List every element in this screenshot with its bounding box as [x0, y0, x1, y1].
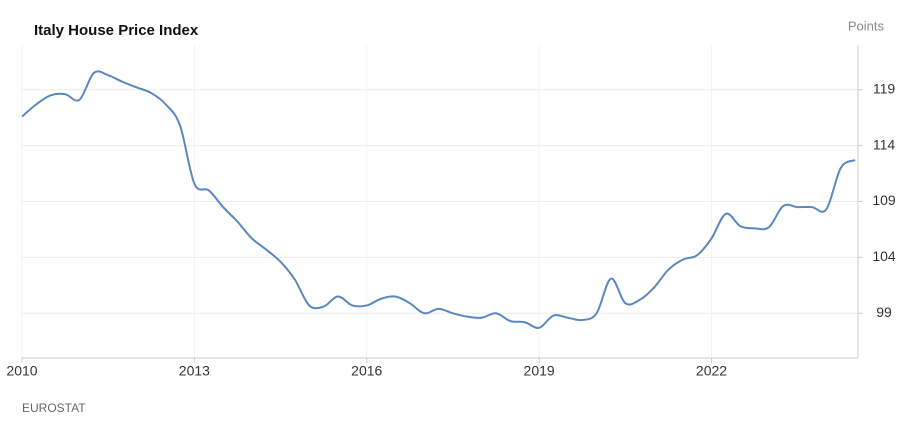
- y-tick-label: 119: [873, 80, 896, 96]
- x-tick-label: 2019: [524, 363, 555, 379]
- y-unit: Points: [848, 18, 885, 33]
- x-tick-label: 2010: [6, 363, 37, 379]
- y-tick-label: 109: [872, 192, 896, 208]
- x-tick-label: 2022: [696, 363, 727, 379]
- y-tick-label: 104: [872, 248, 896, 264]
- y-tick-label: 99: [876, 304, 892, 320]
- x-tick-label: 2013: [179, 363, 210, 379]
- x-tick-label: 2016: [351, 363, 382, 379]
- line-series: [21, 70, 856, 329]
- y-tick-label: 114: [873, 136, 896, 152]
- source: EUROSTAT: [22, 401, 86, 415]
- chart-title: Italy House Price Index: [34, 22, 199, 39]
